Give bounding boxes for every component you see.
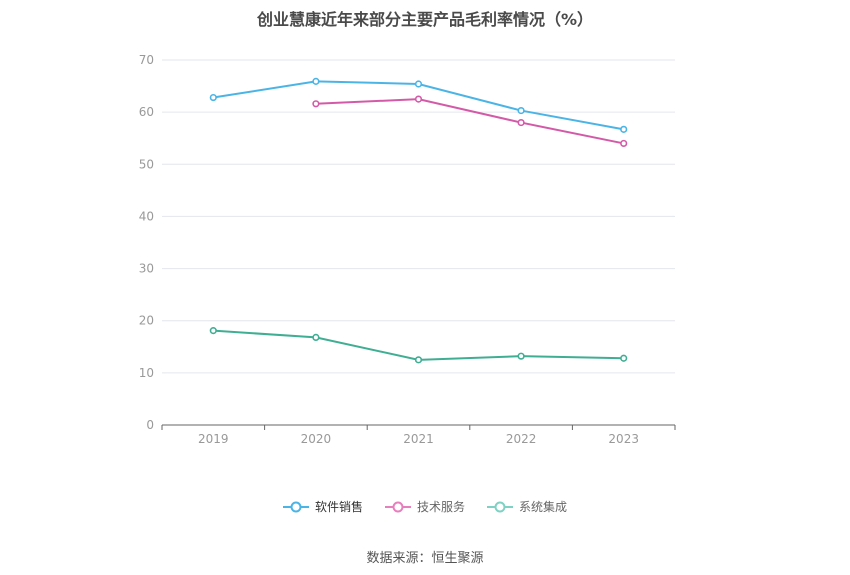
data-point — [414, 80, 423, 88]
y-tick-label: 40 — [139, 209, 154, 223]
y-tick-label: 20 — [139, 314, 154, 328]
data-point — [209, 93, 217, 102]
grid-lines — [162, 59, 675, 374]
data-point — [414, 356, 423, 364]
data-point — [517, 106, 525, 115]
y-tick-label: 50 — [139, 157, 154, 171]
y-tick-label: 30 — [139, 262, 154, 276]
legend: 软件销售 技术服务 系统集成 — [0, 498, 850, 515]
data-point — [312, 333, 320, 342]
legend-label: 系统集成 — [519, 500, 568, 514]
y-tick-label: 70 — [139, 53, 154, 67]
legend-label: 技术服务 — [416, 500, 465, 514]
data-point — [312, 77, 320, 85]
legend-marker-icon — [487, 501, 513, 512]
series-line — [213, 80, 624, 131]
data-point — [620, 139, 628, 148]
data-point — [620, 125, 628, 133]
legend-marker-icon — [384, 501, 411, 512]
legend-label: 软件销售 — [314, 500, 363, 514]
x-tick-label: 2023 — [608, 432, 639, 446]
x-tick-label: 2020 — [301, 432, 332, 446]
x-tick-label: 2022 — [506, 432, 537, 446]
data-point — [517, 352, 525, 360]
series-group — [209, 77, 628, 364]
data-point — [414, 95, 423, 103]
data-point — [312, 100, 320, 108]
data-point — [209, 327, 217, 335]
data-point — [620, 354, 628, 362]
legend-item-software[interactable]: 软件销售 — [282, 498, 363, 515]
data-point — [517, 118, 525, 127]
legend-item-tech-service[interactable]: 技术服务 — [384, 498, 465, 515]
chart-title: 创业慧康近年来部分主要产品毛利率情况（%） — [256, 10, 594, 29]
x-tick-label: 2021 — [403, 432, 434, 446]
series-line — [315, 98, 624, 145]
axes — [161, 424, 676, 430]
legend-marker-icon — [282, 501, 309, 512]
y-tick-label: 10 — [139, 366, 154, 380]
x-tick-label: 2019 — [198, 432, 229, 446]
source-note: 数据来源：恒生聚源 — [366, 551, 484, 566]
tick-labels: 0 10 20 30 40 50 60 70 2019 2020 2021 2022 2023 — [139, 53, 639, 446]
series-line — [213, 329, 624, 361]
y-tick-label: 0 — [146, 418, 154, 432]
legend-item-system-integration[interactable]: 系统集成 — [487, 498, 567, 515]
y-tick-label: 60 — [139, 105, 154, 119]
